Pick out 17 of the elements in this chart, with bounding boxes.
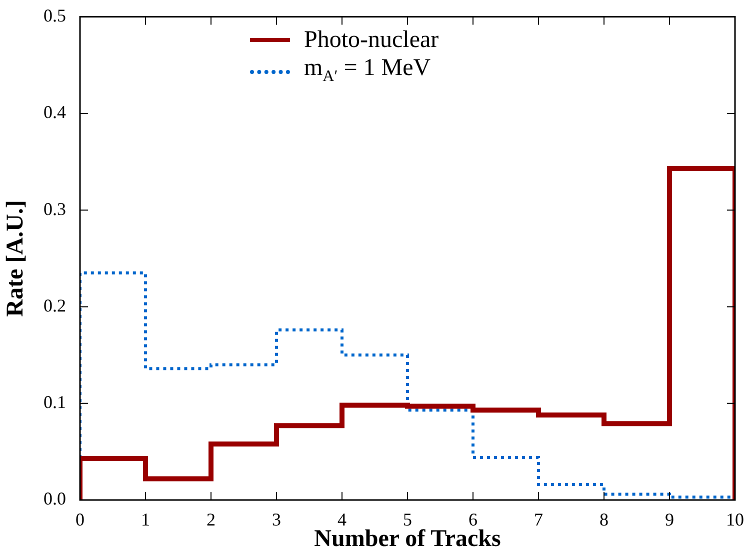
legend-label: m$_{A′}$ = 1 MeV: [304, 54, 431, 87]
x-tick-label: 8: [600, 510, 608, 530]
y-tick-label: 0.4: [44, 102, 66, 122]
y-tick-label: 0.0: [44, 488, 66, 509]
y-tick-label: 0.3: [44, 198, 66, 219]
x-tick-label: 9: [665, 510, 674, 530]
y-tick-label: 0.5: [44, 6, 66, 26]
x-tick-label: 2: [206, 510, 216, 530]
y-axis-title: Rate [A.U.]: [2, 200, 29, 317]
y-tick-label: 0.2: [44, 295, 66, 316]
y-tick-label: 0.1: [44, 392, 66, 412]
x-tick-label: 3: [272, 510, 281, 530]
x-tick-label: 1: [141, 510, 150, 530]
legend-label: Photo-nuclear: [304, 26, 439, 54]
x-tick-label: 0: [76, 510, 84, 530]
x-tick-label: 10: [726, 510, 744, 530]
x-tick-label: 7: [534, 510, 543, 530]
